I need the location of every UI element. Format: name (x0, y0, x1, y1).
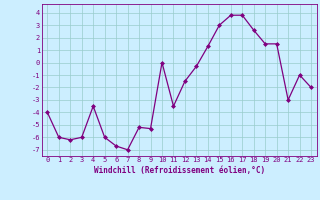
X-axis label: Windchill (Refroidissement éolien,°C): Windchill (Refroidissement éolien,°C) (94, 166, 265, 175)
